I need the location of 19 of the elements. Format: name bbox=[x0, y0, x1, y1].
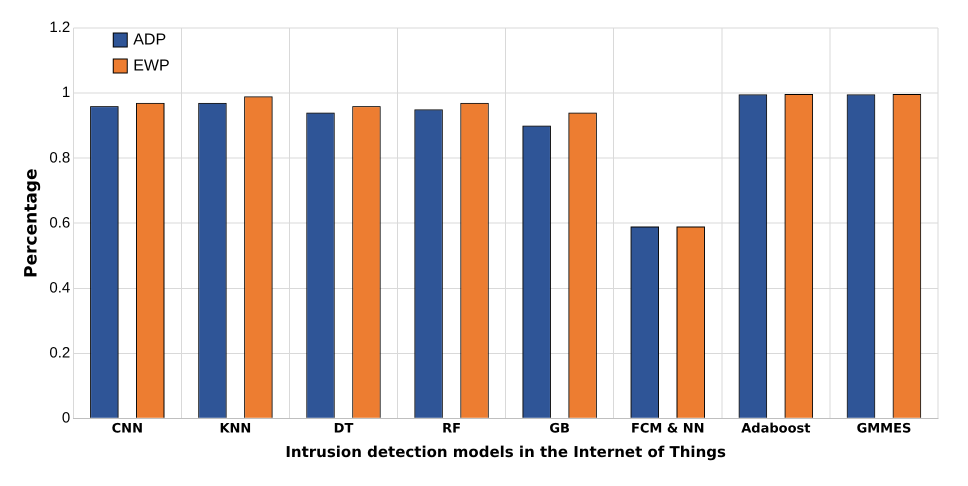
x-tick-label: DT bbox=[334, 422, 354, 437]
y-tick-label: 0 bbox=[62, 410, 70, 427]
y-tick-label: 0.4 bbox=[49, 279, 70, 296]
y-tick-label: 0.6 bbox=[49, 214, 70, 232]
y-tick-label: 0.2 bbox=[49, 344, 70, 362]
x-tick-label: GMMES bbox=[856, 422, 912, 437]
x-axis-title: Intrusion detection models in the Internet of Things bbox=[285, 442, 726, 461]
legend-label: EWP bbox=[133, 57, 170, 74]
x-tick-label: Adaboost bbox=[741, 422, 810, 437]
x-tick-label: CNN bbox=[112, 422, 143, 437]
y-tick-label: 1 bbox=[62, 84, 70, 102]
legend-label: ADP bbox=[133, 31, 166, 48]
y-tick-label: 1.2 bbox=[49, 19, 70, 36]
x-tick-label: RF bbox=[442, 422, 462, 437]
y-axis-title: Percentage bbox=[22, 168, 42, 278]
y-tick-label: 0.8 bbox=[49, 149, 70, 166]
x-tick-label: FCM & NN bbox=[631, 422, 705, 437]
x-tick-label: KNN bbox=[219, 422, 252, 437]
x-tick-label: GB bbox=[549, 422, 570, 437]
